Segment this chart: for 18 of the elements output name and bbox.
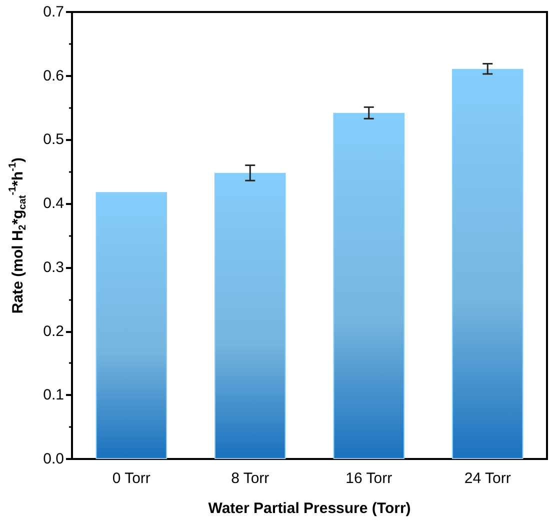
bar [452,68,524,459]
y-axis-title: Rate (mol H2*gcat-1*h-1) [8,157,28,314]
bar [214,172,286,459]
bar [333,112,404,459]
y-tick-label: 0.3 [43,258,64,276]
y-tick-label: 0.7 [43,4,64,20]
x-tick-label: 8 Torr [231,470,270,487]
y-tick-label: 0.6 [43,67,64,84]
x-tick-label: 0 Torr [112,470,150,487]
x-axis-title: Water Partial Pressure (Torr) [208,500,411,517]
y-tick-label: 0.5 [43,131,64,148]
bar [96,192,167,459]
y-tick-label: 0.4 [43,195,64,212]
x-tick-label: 24 Torr [464,470,511,487]
y-tick-label: 0.1 [43,386,64,404]
y-tick-label: 0.0 [43,450,64,468]
y-tick-label: 0.2 [43,322,64,340]
x-tick-label: 16 Torr [346,470,392,487]
